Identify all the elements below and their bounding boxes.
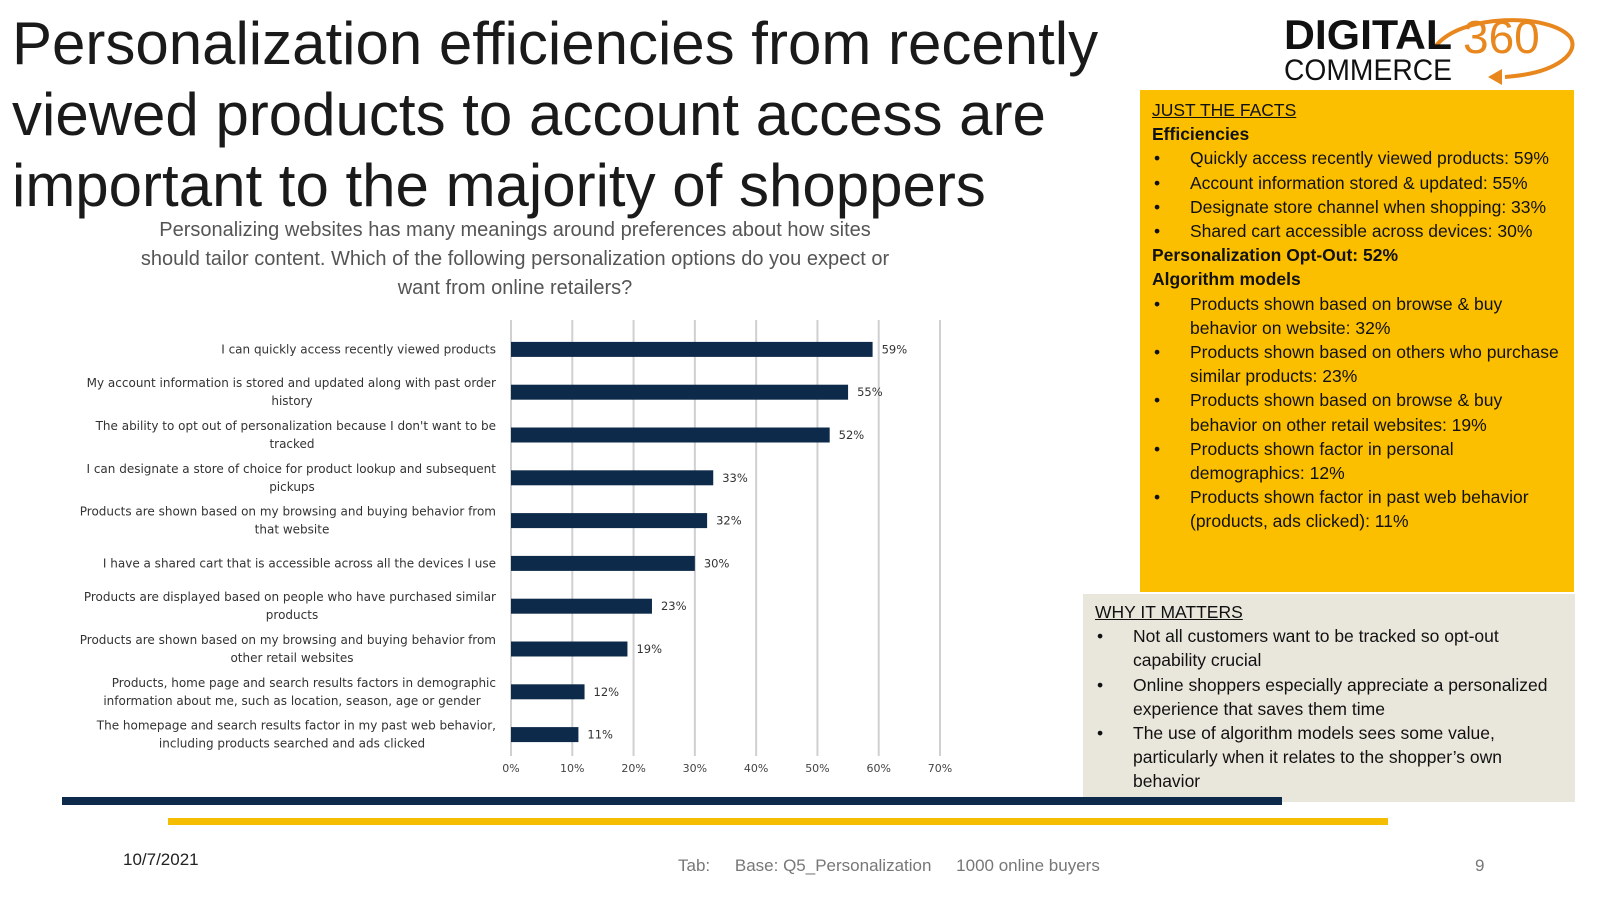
logo-number: 360 [1463, 11, 1540, 63]
matters-list: Not all customers want to be tracked so … [1095, 624, 1563, 793]
data-label: 52% [839, 428, 865, 442]
bar [511, 641, 628, 657]
data-label: 30% [704, 556, 730, 570]
x-tick-label: 40% [744, 762, 768, 775]
efficiencies-list: Quickly access recently viewed products:… [1152, 146, 1564, 243]
bar [511, 684, 585, 700]
data-label: 59% [882, 342, 908, 356]
efficiencies-label: Efficiencies [1152, 124, 1250, 145]
logo-swoosh-icon [1433, 18, 1575, 79]
list-item: Shared cart accessible across devices: 3… [1152, 219, 1564, 243]
bar [511, 513, 708, 529]
category-label: The homepage and search results factor i… [96, 719, 496, 733]
list-item: Products shown based on others who purch… [1152, 340, 1564, 388]
algorithm-list: Products shown based on browse & buy beh… [1152, 292, 1564, 534]
just-the-facts-box: JUST THE FACTS Efficiencies Quickly acce… [1140, 90, 1574, 592]
footer-date: 10/7/2021 [123, 850, 199, 869]
logo-arrow-icon [1488, 69, 1502, 85]
list-item: Not all customers want to be tracked so … [1095, 624, 1563, 672]
category-label: Products, home page and search results f… [112, 676, 496, 690]
why-it-matters-box: WHY IT MATTERS Not all customers want to… [1083, 594, 1575, 802]
category-label: I can quickly access recently viewed pro… [221, 342, 496, 356]
list-item: Quickly access recently viewed products:… [1152, 146, 1564, 170]
data-label: 12% [594, 685, 620, 699]
x-tick-label: 0% [502, 762, 519, 775]
navy-divider-bar [62, 797, 1282, 805]
list-item: Account information stored & updated: 55… [1152, 171, 1564, 195]
data-label: 19% [636, 642, 662, 656]
algorithm-label: Algorithm models [1152, 269, 1301, 290]
x-tick-label: 20% [621, 762, 645, 775]
category-label: Products are displayed based on people w… [84, 590, 496, 604]
bar [511, 427, 830, 443]
list-item: Designate store channel when shopping: 3… [1152, 195, 1564, 219]
bar [511, 598, 652, 614]
footer-base: Tab: Base: Q5_Personalization 1000 onlin… [678, 856, 1120, 876]
bar [511, 341, 873, 357]
data-label: 33% [722, 471, 748, 485]
category-label: that website [255, 523, 330, 537]
list-item: Products shown based on browse & buy beh… [1152, 292, 1564, 340]
slide-title: Personalization efficiencies from recent… [12, 10, 1099, 219]
list-item: Products shown based on browse & buy beh… [1152, 388, 1564, 436]
category-label: I have a shared cart that is accessible … [103, 556, 496, 570]
category-label: including products searched and ads clic… [159, 737, 425, 751]
x-tick-label: 10% [560, 762, 584, 775]
category-label: I can designate a store of choice for pr… [86, 462, 496, 476]
digital-commerce-360-logo: DIGITAL 360 COMMERCE [1284, 11, 1575, 85]
category-label: pickups [269, 480, 315, 494]
category-label: My account information is stored and upd… [87, 376, 496, 390]
data-label: 23% [661, 599, 687, 613]
footer-sample: 1000 online buyers [956, 856, 1100, 875]
matters-heading: WHY IT MATTERS [1095, 602, 1243, 622]
bar [511, 470, 714, 486]
bar-chart: 0% 10% 20% 30% 40% 50% 60% 70% 59% I can quickly … [80, 320, 952, 775]
category-label: products [266, 608, 318, 622]
optout-label: Personalization Opt-Out: 52% [1152, 245, 1398, 266]
bar [511, 727, 579, 743]
x-tick-label: 70% [928, 762, 952, 775]
gold-divider-bar [168, 818, 1388, 825]
list-item: Products shown factor in personal demogr… [1152, 437, 1564, 485]
x-tick-label: 50% [805, 762, 829, 775]
bar [511, 555, 695, 571]
category-label: history [271, 394, 312, 408]
footer-base-text: Base: Q5_Personalization [734, 856, 932, 875]
x-tick-label: 30% [683, 762, 707, 775]
chart-subtitle: Personalizing websites has many meanings… [140, 219, 890, 299]
category-label: Products are shown based on my browsing … [80, 633, 496, 647]
logo-word-commerce: COMMERCE [1284, 54, 1452, 85]
logo-word-digital: DIGITAL [1284, 11, 1452, 58]
category-label: Products are shown based on my browsing … [80, 505, 496, 519]
list-item: Online shoppers especially appreciate a … [1095, 673, 1563, 721]
category-label: The ability to opt out of personalizatio… [95, 419, 496, 433]
list-item: Products shown factor in past web behavi… [1152, 485, 1564, 533]
x-tick-label: 60% [866, 762, 890, 775]
category-label: information about me, such as location, … [103, 694, 480, 708]
data-label: 11% [587, 728, 613, 742]
data-label: 32% [716, 514, 742, 528]
list-item: The use of algorithm models sees some va… [1095, 721, 1563, 794]
facts-heading: JUST THE FACTS [1152, 100, 1297, 120]
bar [511, 384, 849, 400]
category-label: other retail websites [230, 651, 353, 665]
category-label: tracked [269, 437, 314, 451]
page-number: 9 [1475, 856, 1485, 875]
footer-tab: Tab: [678, 856, 711, 875]
data-label: 55% [857, 385, 883, 399]
